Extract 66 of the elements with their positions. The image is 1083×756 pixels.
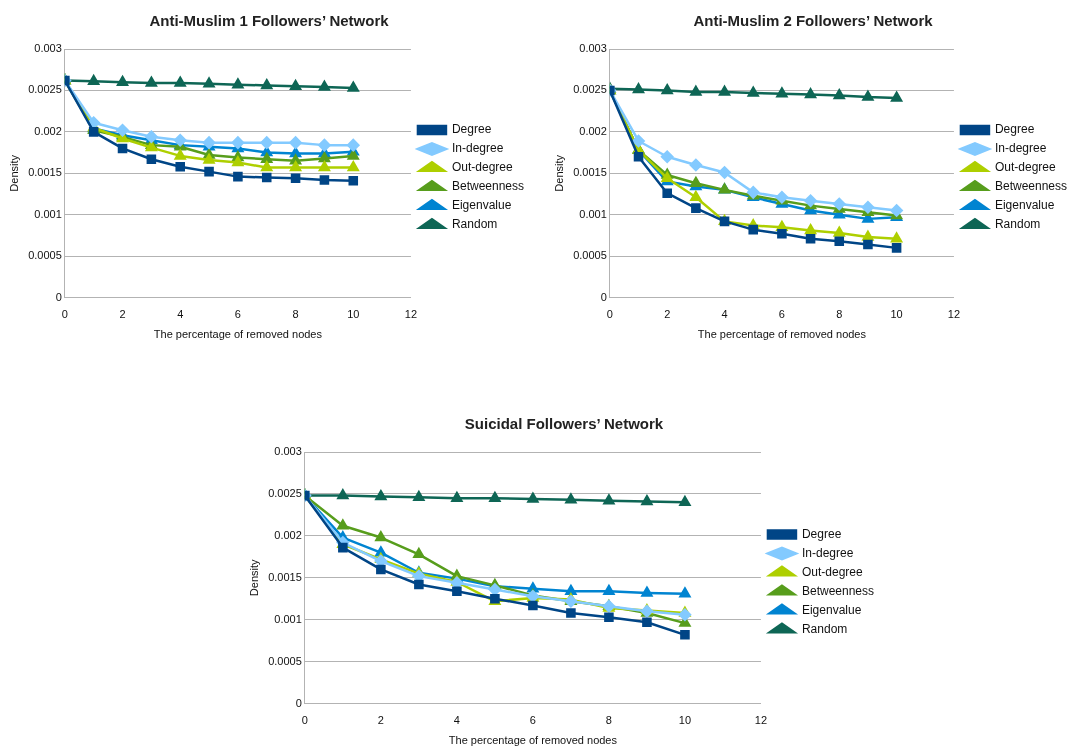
x-tick-label: 12 — [947, 308, 961, 321]
y-tick-label: 0.001 — [579, 207, 607, 220]
y-tick-label: 0.0005 — [28, 249, 62, 262]
x-axis-title: The percentage of removed nodes — [697, 328, 867, 341]
y-tick-label: 0.002 — [579, 124, 607, 137]
y-tick-label: 0.0015 — [268, 570, 302, 583]
legend-label: Eigenvalue — [451, 198, 512, 213]
legend-label: In-degree — [451, 141, 504, 156]
legend-label: Degree — [801, 526, 842, 541]
y-tick-label: 0.0025 — [268, 486, 302, 499]
x-tick-label: 12 — [404, 308, 418, 321]
x-tick-label: 2 — [119, 308, 126, 321]
x-tick-label: 10 — [347, 308, 360, 321]
legend-label: Betweenness — [801, 583, 874, 598]
y-tick-label: 0.0005 — [573, 249, 607, 262]
y-axis-title: Density — [7, 154, 20, 192]
y-tick-label: 0.002 — [34, 124, 62, 137]
y-tick-label: 0.002 — [274, 528, 302, 541]
x-tick-label: 12 — [754, 714, 768, 727]
x-tick-label: 8 — [605, 714, 612, 727]
y-tick-label: 0 — [55, 290, 62, 303]
x-tick-label: 6 — [778, 308, 785, 321]
legend-label: Out-degree — [994, 160, 1056, 175]
y-tick-label: 0.0025 — [573, 83, 607, 96]
legend-label: In-degree — [801, 545, 854, 560]
x-tick-label: 10 — [890, 308, 903, 321]
y-tick-label: 0.0015 — [573, 166, 607, 179]
y-axis-title: Density — [552, 154, 565, 192]
chart-title: Anti-Muslim 2 Followers’ Network — [693, 12, 934, 30]
x-tick-label: 8 — [836, 308, 843, 321]
legend-label: Out-degree — [801, 564, 863, 579]
x-tick-label: 4 — [721, 308, 728, 321]
x-tick-label: 8 — [292, 308, 299, 321]
legend-label: Random — [451, 217, 498, 232]
y-tick-label: 0.0005 — [268, 654, 302, 667]
legend-label: Random — [801, 621, 848, 636]
chart-title: Anti-Muslim 1 Followers’ Network — [149, 12, 390, 30]
y-tick-label: 0.0025 — [28, 83, 62, 96]
chart-title: Suicidal Followers’ Network — [464, 415, 664, 433]
legend-label: Betweenness — [451, 179, 524, 194]
x-tick-label: 2 — [664, 308, 671, 321]
x-tick-label: 6 — [529, 714, 536, 727]
x-tick-label: 2 — [377, 714, 384, 727]
y-tick-label: 0.003 — [579, 42, 607, 55]
x-tick-label: 6 — [234, 308, 241, 321]
legend-label: Betweenness — [994, 179, 1067, 194]
x-tick-label: 4 — [177, 308, 184, 321]
y-tick-label: 0 — [600, 290, 607, 303]
legend-label: Random — [994, 217, 1041, 232]
y-axis-title: Density — [247, 558, 260, 597]
x-tick-label: 4 — [453, 714, 460, 727]
y-tick-label: 0.003 — [34, 42, 62, 55]
legend-label: Degree — [451, 122, 492, 137]
y-tick-label: 0 — [295, 696, 302, 709]
legend-label: In-degree — [994, 141, 1047, 156]
legend-label: Out-degree — [451, 160, 513, 175]
y-tick-label: 0.0015 — [28, 166, 62, 179]
x-axis-title: The percentage of removed nodes — [448, 734, 618, 747]
legend-label: Eigenvalue — [994, 198, 1055, 213]
y-tick-label: 0.001 — [34, 207, 62, 220]
y-tick-label: 0.003 — [274, 445, 302, 458]
x-axis-title: The percentage of removed nodes — [153, 328, 323, 341]
legend-label: Degree — [994, 122, 1035, 137]
legend-label: Eigenvalue — [801, 602, 862, 617]
x-tick-label: 10 — [678, 714, 692, 727]
y-tick-label: 0.001 — [274, 612, 302, 625]
